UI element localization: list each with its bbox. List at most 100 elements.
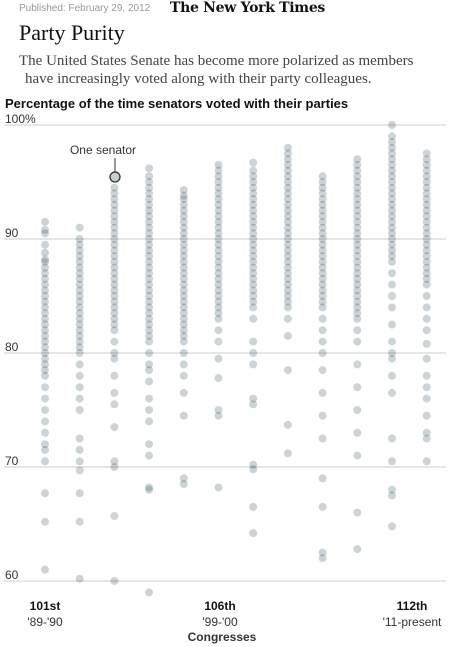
senator-dot bbox=[214, 314, 223, 323]
senator-dot bbox=[110, 309, 119, 318]
senator-dot bbox=[179, 223, 188, 232]
senator-dot bbox=[318, 206, 327, 215]
senator-dot bbox=[422, 354, 431, 363]
senator-dot bbox=[41, 331, 49, 340]
senator-dot bbox=[318, 337, 327, 346]
senator-dot bbox=[249, 235, 258, 243]
senator-dot bbox=[318, 292, 327, 300]
senator-dot bbox=[75, 406, 84, 414]
senator-dot bbox=[249, 223, 258, 232]
senator-dot bbox=[283, 297, 292, 306]
nyt-masthead-logo[interactable]: The New York Times bbox=[170, 0, 326, 16]
senator-dot bbox=[110, 326, 119, 335]
senator-dot bbox=[214, 411, 223, 420]
senator-dot bbox=[75, 434, 84, 443]
senator-dot bbox=[249, 195, 258, 204]
senator-dot bbox=[110, 269, 119, 278]
senator-dot bbox=[318, 263, 327, 272]
senator-dot bbox=[249, 158, 258, 167]
senator-dot bbox=[41, 255, 49, 264]
senator-dot bbox=[41, 257, 49, 266]
senator-dot bbox=[388, 485, 396, 494]
senator-dot bbox=[283, 303, 292, 312]
senator-dot bbox=[145, 588, 154, 597]
senator-dot bbox=[145, 349, 154, 357]
senator-dot bbox=[353, 257, 362, 266]
senator-dot bbox=[145, 252, 154, 261]
senator-dot bbox=[353, 229, 362, 238]
senator-dot bbox=[249, 349, 258, 357]
senator-dot bbox=[422, 457, 431, 466]
senator-dot bbox=[249, 178, 258, 186]
senator-dot bbox=[283, 420, 292, 429]
senator-dot bbox=[318, 314, 327, 323]
description-line-1: The United States Senate has become more… bbox=[19, 53, 414, 69]
senator-dot bbox=[318, 223, 327, 232]
senator-dot bbox=[353, 508, 362, 517]
senator-dot bbox=[353, 252, 362, 261]
senator-dot bbox=[145, 246, 154, 255]
senator-dot bbox=[353, 240, 362, 249]
senator-dot bbox=[179, 314, 188, 323]
senator-dot bbox=[249, 269, 258, 278]
senator-dot bbox=[388, 223, 396, 232]
senator-dot bbox=[110, 257, 119, 266]
senator-dot bbox=[283, 200, 292, 209]
senator-dot bbox=[422, 269, 431, 278]
senator-dot bbox=[41, 263, 49, 272]
senator-dot bbox=[283, 269, 292, 278]
senator-dot bbox=[283, 149, 292, 158]
senator-dot bbox=[388, 143, 396, 152]
senator-dot bbox=[214, 235, 223, 243]
senator-dot bbox=[75, 517, 84, 526]
senator-dot bbox=[318, 172, 327, 181]
senator-dot bbox=[179, 292, 188, 300]
senator-dot bbox=[110, 235, 119, 243]
senator-dot bbox=[41, 337, 49, 346]
senator-dot bbox=[145, 303, 154, 312]
senator-dot bbox=[353, 195, 362, 204]
senator-dot bbox=[283, 160, 292, 169]
senator-dot bbox=[388, 303, 396, 312]
senator-dot bbox=[388, 166, 396, 175]
senator-dot bbox=[41, 489, 49, 498]
senator-dot bbox=[75, 252, 84, 261]
senator-dot bbox=[353, 383, 362, 392]
senator-dot bbox=[75, 269, 84, 278]
senator-dot bbox=[214, 263, 223, 272]
senator-dot bbox=[75, 360, 84, 369]
senator-dot bbox=[249, 292, 258, 300]
senator-dot bbox=[422, 292, 431, 300]
senator-dot bbox=[318, 303, 327, 312]
senator-dot bbox=[353, 183, 362, 192]
senator-dot bbox=[353, 223, 362, 232]
senator-dot bbox=[75, 257, 84, 266]
senator-dot bbox=[422, 371, 431, 380]
senator-dot bbox=[249, 400, 258, 409]
senator-dot bbox=[75, 263, 84, 272]
senator-dot bbox=[214, 303, 223, 312]
senator-dot bbox=[388, 280, 396, 289]
senator-dot bbox=[249, 229, 258, 238]
senator-dot bbox=[179, 388, 188, 397]
senator-dot bbox=[388, 189, 396, 198]
senator-dot bbox=[318, 257, 327, 266]
senator-dot bbox=[75, 286, 84, 295]
senator-dot bbox=[145, 320, 154, 329]
senator-dot bbox=[249, 200, 258, 209]
senator-dot bbox=[110, 200, 119, 209]
senator-dot bbox=[179, 474, 188, 483]
senator-dot bbox=[214, 483, 223, 492]
senator-dot bbox=[110, 252, 119, 261]
senator-dot bbox=[110, 349, 119, 357]
senator-dot bbox=[422, 172, 431, 181]
senator-dot bbox=[283, 217, 292, 226]
senator-dot bbox=[41, 320, 49, 329]
senator-dot bbox=[145, 200, 154, 209]
senator-dot bbox=[110, 274, 119, 283]
senator-dot bbox=[145, 240, 154, 249]
senator-dot bbox=[283, 314, 292, 323]
senator-dot bbox=[388, 195, 396, 204]
senator-dot bbox=[422, 183, 431, 192]
senator-dot bbox=[318, 548, 327, 557]
